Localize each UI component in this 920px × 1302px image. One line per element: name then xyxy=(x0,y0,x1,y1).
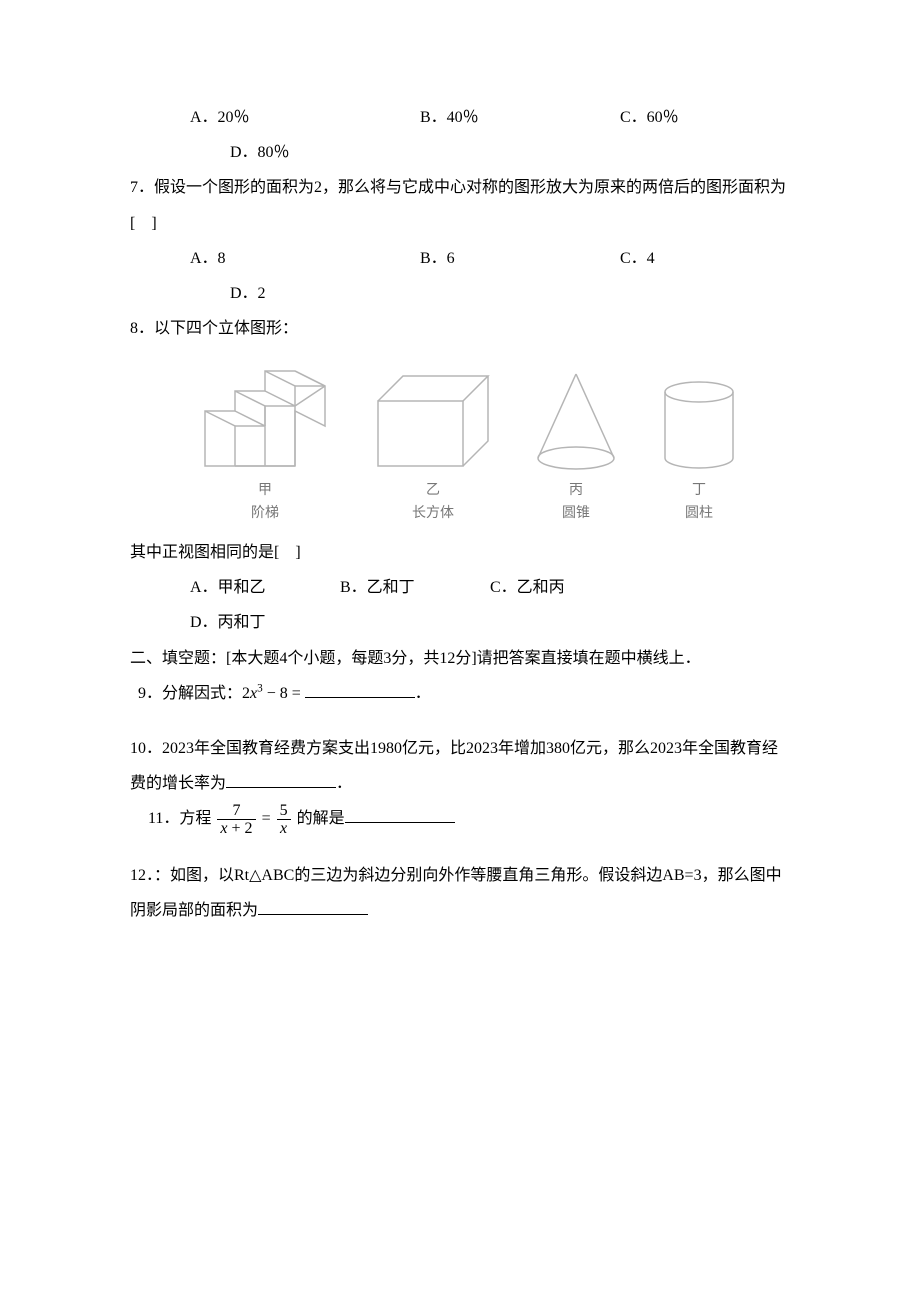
q8-option-c: C．乙和丙 xyxy=(490,570,640,605)
shape-bing-sub: 圆锥 xyxy=(562,503,590,525)
q6-option-c: C．60％ xyxy=(620,100,790,135)
q11-line: 11．方程 7 x + 2 = 5 x 的解是 xyxy=(130,801,790,837)
q11-blank xyxy=(345,806,455,823)
q8-text: 8．以下四个立体图形： xyxy=(130,311,790,346)
q9-tail: ． xyxy=(415,685,431,702)
q6-option-d: D．80％ xyxy=(130,135,790,170)
q12-line: 12．：如图，以Rt△ABC的三边为斜边分别向外作等腰直角三角形。假设斜边AB=… xyxy=(130,858,790,928)
q6-option-b: B．40％ xyxy=(420,100,620,135)
shape-yi-sub: 长方体 xyxy=(412,503,454,525)
q11-post: 的解是 xyxy=(297,810,345,827)
shape-ding-name: 丁 xyxy=(685,480,713,502)
section2-heading: 二、填空题：[本大题4个小题，每题3分，共12分]请把答案直接填在题中横线上． xyxy=(130,641,790,676)
q8-option-a: A．甲和乙 xyxy=(190,570,340,605)
shape-cone xyxy=(526,366,626,476)
shape-staircase xyxy=(190,356,340,476)
q11-f2-num: 5 xyxy=(277,802,291,820)
q7-option-a: A．8 xyxy=(190,241,420,276)
q8-option-b: B．乙和丁 xyxy=(340,570,490,605)
q11-f1-den: x + 2 xyxy=(217,819,255,838)
shape-cylinder xyxy=(654,376,744,476)
shape-jia-name: 甲 xyxy=(251,480,279,502)
q7-text: 7．假设一个图形的面积为2，那么将与它成中心对称的图形放大为原来的两倍后的图形面… xyxy=(130,170,790,240)
q8-option-d: D．丙和丁 xyxy=(190,605,340,640)
q9-pre: 9．分解因式：2 xyxy=(138,685,250,702)
q12-blank xyxy=(258,898,368,915)
q7-option-d: D．2 xyxy=(130,276,790,311)
shape-cuboid xyxy=(368,366,498,476)
q10-tail: ． xyxy=(336,775,352,792)
shape-ding-sub: 圆柱 xyxy=(685,503,713,525)
q8-follow: 其中正视图相同的是[ ] xyxy=(130,535,790,570)
q11-pre: 11．方程 xyxy=(148,810,211,827)
q11-f1-den-b: + 2 xyxy=(228,820,253,837)
q11-frac2: 5 x xyxy=(277,802,291,838)
q6-option-a: A．20％ xyxy=(190,100,420,135)
q11-frac1: 7 x + 2 xyxy=(217,802,255,838)
q11-f2-den: x xyxy=(277,819,291,838)
q9-post: − 8 = xyxy=(263,685,305,702)
q12-pre: 12．：如图，以Rt△ABC的三边为斜边分别向外作等腰直角三角形。假设斜边AB=… xyxy=(130,867,782,919)
q10-blank xyxy=(226,771,336,788)
q11-f1-num: 7 xyxy=(217,802,255,820)
q9-blank xyxy=(305,681,415,698)
q8-diagram: 甲 阶梯 乙 长方体 xyxy=(130,346,790,535)
q9-line: 9．分解因式：2x3 − 8 = ． xyxy=(130,676,790,711)
q11-eq: = xyxy=(262,810,271,827)
q7-option-b: B．6 xyxy=(420,241,620,276)
q10-line: 10．2023年全国教育经费方案支出1980亿元，比2023年增加380亿元，那… xyxy=(130,731,790,801)
shape-yi-name: 乙 xyxy=(412,480,454,502)
shape-bing-name: 丙 xyxy=(562,480,590,502)
shape-jia-sub: 阶梯 xyxy=(251,503,279,525)
q7-option-c: C．4 xyxy=(620,241,790,276)
q11-f1-den-x: x xyxy=(220,820,227,837)
